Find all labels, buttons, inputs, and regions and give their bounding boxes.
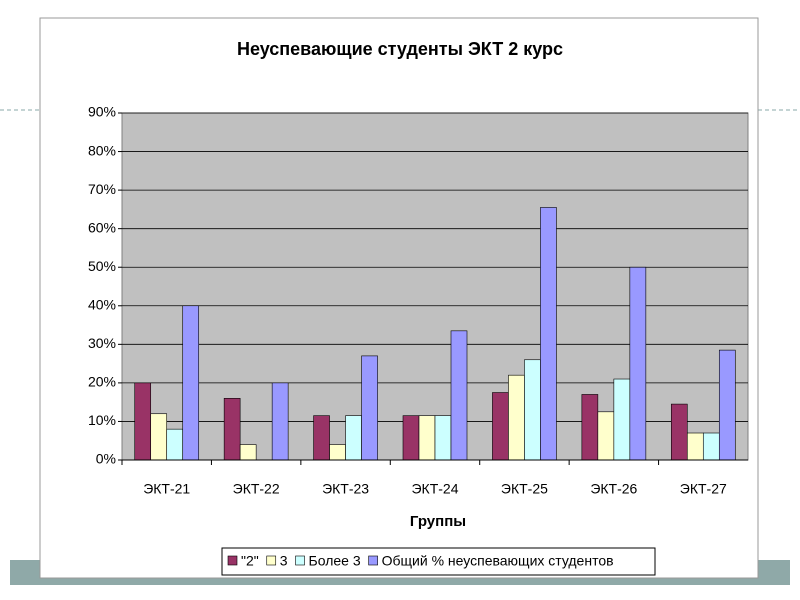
bar — [629, 266, 647, 461]
legend-label: "2" — [241, 553, 259, 569]
legend-swatch — [295, 555, 305, 566]
legend-label: Более 3 — [309, 553, 361, 569]
chart-title: Неуспевающие студенты ЭКТ 2 курс — [237, 39, 563, 59]
bar — [271, 382, 289, 461]
y-tick-label: 50% — [88, 258, 116, 274]
bar — [182, 305, 200, 461]
bar — [345, 415, 362, 461]
y-tick-label: 70% — [88, 181, 116, 197]
legend-label: 3 — [280, 553, 288, 569]
bar — [597, 411, 615, 461]
bar — [434, 415, 452, 461]
y-tick-label: 80% — [88, 142, 116, 158]
bar — [492, 392, 509, 461]
legend — [221, 547, 656, 576]
bar — [670, 403, 688, 461]
bar — [418, 415, 436, 461]
y-tick-label: 90% — [88, 104, 116, 120]
legend-label: Общий % неуспевающих студентов — [382, 553, 614, 569]
x-axis-title: Группы — [410, 513, 466, 530]
x-tick-label: ЭКТ-22 — [233, 481, 280, 497]
bar — [718, 349, 736, 461]
y-tick-label: 10% — [88, 412, 116, 428]
x-tick-label: ЭКТ-25 — [501, 481, 548, 497]
x-tick-label: ЭКТ-24 — [411, 481, 458, 497]
x-tick-label: ЭКТ-27 — [680, 481, 727, 497]
bar — [239, 444, 257, 461]
bar — [540, 207, 557, 461]
bar — [329, 444, 346, 461]
bar — [223, 398, 241, 461]
bar — [524, 359, 541, 461]
bar — [508, 374, 525, 461]
bar — [166, 428, 184, 461]
y-tick-label: 30% — [88, 335, 116, 351]
bar — [686, 432, 704, 461]
y-tick-label: 20% — [88, 374, 116, 390]
bar — [361, 355, 378, 461]
y-tick-label: 60% — [88, 219, 116, 235]
bar — [150, 413, 168, 461]
y-tick-label: 40% — [88, 296, 116, 312]
x-tick-label: ЭКТ-26 — [590, 481, 637, 497]
bar — [450, 330, 468, 461]
legend-swatch — [368, 555, 378, 566]
y-tick-label: 0% — [96, 451, 116, 467]
bar — [402, 415, 420, 461]
legend-swatch — [266, 555, 277, 566]
bar — [613, 378, 631, 461]
bar — [313, 415, 330, 461]
bar — [134, 382, 152, 461]
x-tick-label: ЭКТ-23 — [322, 481, 369, 497]
x-tick-label: ЭКТ-21 — [143, 481, 190, 497]
bar — [702, 432, 720, 461]
plot-area — [121, 112, 749, 461]
bar — [581, 394, 599, 461]
legend-swatch — [227, 555, 238, 566]
